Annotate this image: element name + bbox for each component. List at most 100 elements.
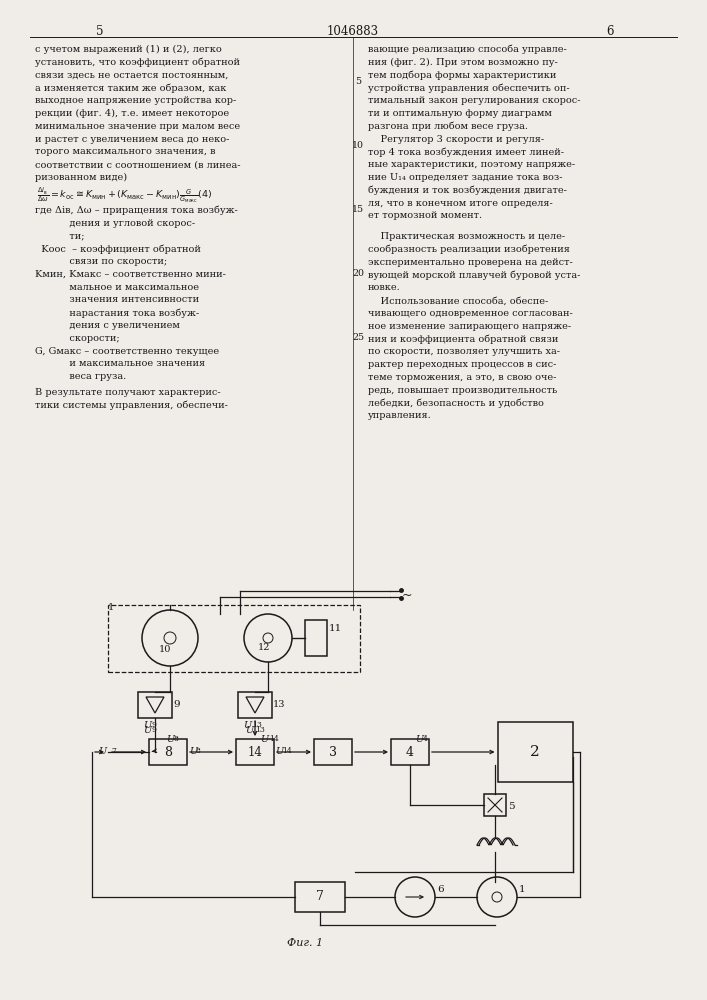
Text: вующей морской плавучей буровой уста-: вующей морской плавучей буровой уста- — [368, 271, 580, 280]
Text: установить, что коэффициент обратной: установить, что коэффициент обратной — [35, 58, 240, 67]
Text: ные характеристики, поэтому напряже-: ные характеристики, поэтому напряже- — [368, 160, 575, 169]
Text: 11: 11 — [329, 624, 342, 633]
Text: U: U — [166, 735, 174, 744]
Text: Использование способа, обеспе-: Использование способа, обеспе- — [368, 296, 548, 305]
Text: Практическая возможность и целе-: Практическая возможность и целе- — [368, 232, 565, 241]
Bar — [484, 794, 506, 816]
Text: 5: 5 — [508, 802, 515, 811]
Text: дения и угловой скорос-: дения и угловой скорос- — [35, 219, 195, 228]
Text: вающие реализацию способа управле-: вающие реализацию способа управле- — [368, 45, 567, 54]
Text: веса груза.: веса груза. — [35, 372, 127, 381]
Text: теме торможения, а это, в свою оче-: теме торможения, а это, в свою оче- — [368, 373, 556, 382]
Text: 10: 10 — [159, 646, 171, 654]
Text: 13: 13 — [255, 726, 265, 734]
Text: 6: 6 — [437, 885, 443, 894]
Text: дения с увеличением: дения с увеличением — [35, 321, 180, 330]
Text: связи по скорости;: связи по скорости; — [35, 257, 167, 266]
Text: ~: ~ — [402, 588, 412, 601]
Bar — [305, 620, 327, 656]
Text: лебедки, безопасность и удобство: лебедки, безопасность и удобство — [368, 399, 544, 408]
Bar — [149, 739, 187, 765]
Text: по скорости, позволяет улучшить ха-: по скорости, позволяет улучшить ха- — [368, 347, 560, 356]
Bar — [236, 739, 274, 765]
Text: тики системы управления, обеспечи-: тики системы управления, обеспечи- — [35, 401, 228, 410]
Text: нарастания тока возбуж-: нарастания тока возбуж- — [35, 308, 199, 318]
Text: Регулятор 3 скорости и регуля-: Регулятор 3 скорости и регуля- — [368, 135, 544, 144]
Bar — [295, 882, 345, 912]
Text: U: U — [143, 726, 151, 735]
Text: 1: 1 — [519, 885, 525, 894]
Text: а изменяется таким же образом, как: а изменяется таким же образом, как — [35, 83, 226, 93]
Text: 7: 7 — [316, 890, 324, 904]
Text: 5: 5 — [96, 25, 104, 38]
Text: 10: 10 — [352, 141, 364, 150]
Bar — [314, 739, 352, 765]
Text: ризованном виде): ризованном виде) — [35, 173, 127, 182]
Text: управления.: управления. — [368, 411, 432, 420]
Text: устройства управления обеспечить оп-: устройства управления обеспечить оп- — [368, 83, 570, 93]
Text: буждения и ток возбуждения двигате-: буждения и ток возбуждения двигате- — [368, 186, 567, 195]
Text: ния (фиг. 2). При этом возможно пу-: ния (фиг. 2). При этом возможно пу- — [368, 58, 558, 67]
Text: 8: 8 — [174, 735, 179, 743]
Text: U: U — [245, 726, 253, 735]
Text: тор 4 тока возбуждения имеет линей-: тор 4 тока возбуждения имеет линей- — [368, 147, 564, 157]
Text: 6: 6 — [606, 25, 614, 38]
Text: Фuг. 1: Фuг. 1 — [287, 938, 323, 948]
Text: 25: 25 — [352, 333, 364, 342]
Text: разгона при любом весе груза.: разгона при любом весе груза. — [368, 122, 528, 131]
Text: ля, что в конечном итоге определя-: ля, что в конечном итоге определя- — [368, 199, 553, 208]
Text: тем подбора формы характеристики: тем подбора формы характеристики — [368, 71, 556, 80]
Text: 8: 8 — [164, 746, 172, 758]
Text: 3: 3 — [329, 746, 337, 758]
Text: где Δiв, Δω – приращения тока возбуж-: где Δiв, Δω – приращения тока возбуж- — [35, 206, 238, 215]
Text: 1: 1 — [108, 603, 115, 612]
Text: 14: 14 — [247, 746, 262, 758]
Text: 20: 20 — [352, 269, 364, 278]
Text: мальное и максимальное: мальное и максимальное — [35, 283, 199, 292]
Text: экспериментально проверена на дейст-: экспериментально проверена на дейст- — [368, 258, 573, 267]
Text: соответствии с соотношением (в линеа-: соответствии с соотношением (в линеа- — [35, 160, 240, 169]
Bar — [238, 692, 272, 718]
Text: $\frac{\Delta i_{\rm в}}{\Delta\omega}$$= k_{\rm oc} \cong K_{\rm мин}+(K_{\rm м: $\frac{\Delta i_{\rm в}}{\Delta\omega}$$… — [37, 187, 212, 206]
Text: 5: 5 — [355, 77, 361, 86]
Text: связи здесь не остается постоянным,: связи здесь не остается постоянным, — [35, 71, 228, 80]
Text: ния и коэффициента обратной связи: ния и коэффициента обратной связи — [368, 335, 559, 344]
Text: редь, повышает производительность: редь, повышает производительность — [368, 386, 557, 395]
Text: минимальное значение при малом весе: минимальное значение при малом весе — [35, 122, 240, 131]
Text: ние U₁₄ определяет задание тока воз-: ние U₁₄ определяет задание тока воз- — [368, 173, 563, 182]
Text: 13: 13 — [273, 700, 286, 709]
Text: 12: 12 — [258, 643, 270, 652]
Text: Kмин, Kмакс – соответственно мини-: Kмин, Kмакс – соответственно мини- — [35, 270, 226, 279]
Text: ное изменение запирающего напряже-: ное изменение запирающего напряже- — [368, 322, 571, 331]
Text: 15: 15 — [352, 205, 364, 214]
Text: чивающего одновременное согласован-: чивающего одновременное согласован- — [368, 309, 573, 318]
Text: В результате получают характерис-: В результате получают характерис- — [35, 388, 221, 397]
Text: рактер переходных процессов в сис-: рактер переходных процессов в сис- — [368, 360, 556, 369]
Text: 9: 9 — [173, 700, 180, 709]
Text: U: U — [143, 721, 151, 730]
Text: и растет с увеличением веса до неко-: и растет с увеличением веса до неко- — [35, 135, 229, 144]
Text: скорости;: скорости; — [35, 334, 119, 343]
Text: 2: 2 — [530, 745, 540, 759]
Text: новке.: новке. — [368, 283, 401, 292]
Text: 9: 9 — [152, 726, 157, 734]
Text: Kоос  – коэффициент обратной: Kоос – коэффициент обратной — [35, 244, 201, 254]
Text: U: U — [275, 747, 284, 756]
Text: значения интенсивности: значения интенсивности — [35, 295, 199, 304]
Bar — [138, 692, 172, 718]
Text: рекции (фиг. 4), т.е. имеет некоторое: рекции (фиг. 4), т.е. имеет некоторое — [35, 109, 229, 118]
Text: U: U — [243, 721, 251, 730]
Text: U: U — [189, 747, 197, 756]
Text: тимальный закон регулирования скорос-: тимальный закон регулирования скорос- — [368, 96, 580, 105]
Text: 14: 14 — [269, 735, 279, 743]
Text: сообразность реализации изобретения: сообразность реализации изобретения — [368, 245, 570, 254]
Text: 14: 14 — [282, 747, 292, 755]
Text: U: U — [98, 747, 106, 756]
Bar — [108, 605, 360, 672]
Text: G, Gмакс – соответственно текущее: G, Gмакс – соответственно текущее — [35, 347, 219, 356]
Text: 4: 4 — [423, 735, 428, 743]
Text: 7: 7 — [111, 747, 116, 755]
Text: 1046883: 1046883 — [327, 25, 379, 38]
Text: ет тормозной момент.: ет тормозной момент. — [368, 211, 482, 220]
Text: U: U — [260, 735, 268, 744]
